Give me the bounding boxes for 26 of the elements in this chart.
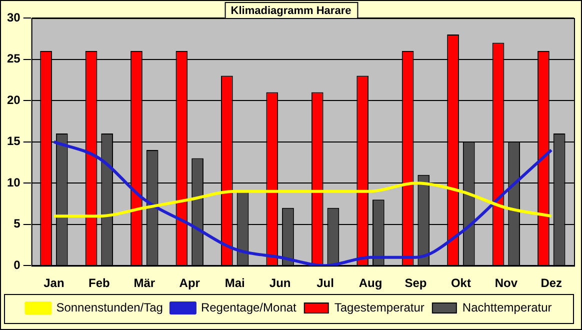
y-tick-label: 20 <box>6 92 21 107</box>
line-series <box>52 182 553 218</box>
legend-label: Nachttemperatur <box>462 300 552 314</box>
x-tick-label: Sep <box>404 276 427 290</box>
chart-title: Klimadiagramm Harare <box>230 5 352 18</box>
legend-label: Tagestemperatur <box>334 300 424 314</box>
legend-label: Regentage/Monat <box>200 300 298 314</box>
y-tick-label: 5 <box>14 216 21 231</box>
x-tick-label: Aug <box>358 276 382 290</box>
x-tick-label: Apr <box>179 276 200 290</box>
x-tick-label: Feb <box>88 276 110 290</box>
y-tick-label: 0 <box>14 258 21 272</box>
line-series <box>52 140 553 266</box>
x-tick-label: Nov <box>494 276 518 290</box>
x-tick-label: Mär <box>134 276 156 290</box>
x-tick-label: Dez <box>540 276 562 290</box>
x-tick-label: Jan <box>44 276 64 290</box>
legend-label: Sonnenstunden/Tag <box>56 300 163 314</box>
x-tick-label: Jun <box>269 276 291 290</box>
y-tick-label: 30 <box>6 10 21 24</box>
x-tick-label: Okt <box>450 276 471 290</box>
y-tick-label: 15 <box>6 134 21 148</box>
x-tick-label: Jul <box>316 276 334 290</box>
y-tick-label: 10 <box>6 175 21 190</box>
y-tick-label: 25 <box>6 52 21 66</box>
x-tick-label: Mai <box>224 276 245 290</box>
